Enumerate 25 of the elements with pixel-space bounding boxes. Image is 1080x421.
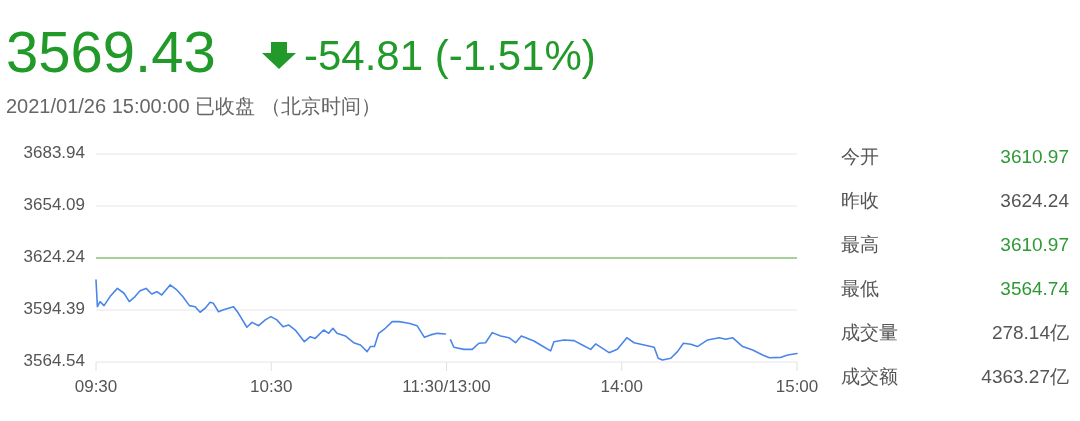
category-label: 成交额 — [841, 366, 898, 388]
category-label: 昨收 — [841, 190, 879, 212]
category-label: 最高 — [841, 234, 879, 256]
x-tick-label: 10:30 — [249, 377, 293, 396]
category-label: 成交量 — [841, 322, 898, 344]
text: 3564.74 — [1000, 278, 1069, 300]
y-tick-label: 3624.24 — [23, 247, 85, 267]
x-tick-label: 15:00 — [775, 377, 819, 396]
y-tick-label: 3654.09 — [23, 195, 85, 215]
y-tick-label: 3683.94 — [23, 143, 85, 163]
category-label: 最低 — [841, 278, 879, 300]
text: 2021/01/26 15:00:00 已收盘 （北京时间） — [6, 95, 381, 117]
x-tick-label: 11:30/13:00 — [402, 377, 491, 396]
text: 3624.24 — [1000, 190, 1069, 212]
chart-title: 3569.43 — [6, 19, 216, 84]
y-tick-label: 3594.39 — [23, 299, 85, 319]
text: 3610.97 — [1000, 146, 1069, 168]
text: 4363.27亿 — [981, 366, 1069, 388]
text: 3610.97 — [1000, 234, 1069, 256]
y-tick-label: 3564.54 — [23, 351, 85, 371]
x-tick-label: 09:30 — [74, 377, 118, 396]
text: 278.14亿 — [991, 322, 1069, 344]
x-tick-label: 14:00 — [600, 377, 644, 396]
category-label: 今开 — [841, 146, 879, 168]
chart-subtitle: -54.81 (-1.51%) — [304, 32, 596, 79]
